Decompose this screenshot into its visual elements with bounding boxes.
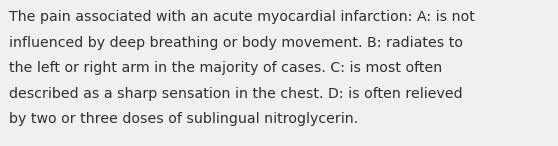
Text: The pain associated with an acute myocardial infarction: A: is not: The pain associated with an acute myocar…: [9, 10, 475, 24]
Text: the left or right arm in the majority of cases. C: is most often: the left or right arm in the majority of…: [9, 61, 442, 75]
Text: influenced by deep breathing or body movement. B: radiates to: influenced by deep breathing or body mov…: [9, 36, 463, 50]
Text: by two or three doses of sublingual nitroglycerin.: by two or three doses of sublingual nitr…: [9, 112, 358, 126]
Text: described as a sharp sensation in the chest. D: is often relieved: described as a sharp sensation in the ch…: [9, 87, 463, 101]
